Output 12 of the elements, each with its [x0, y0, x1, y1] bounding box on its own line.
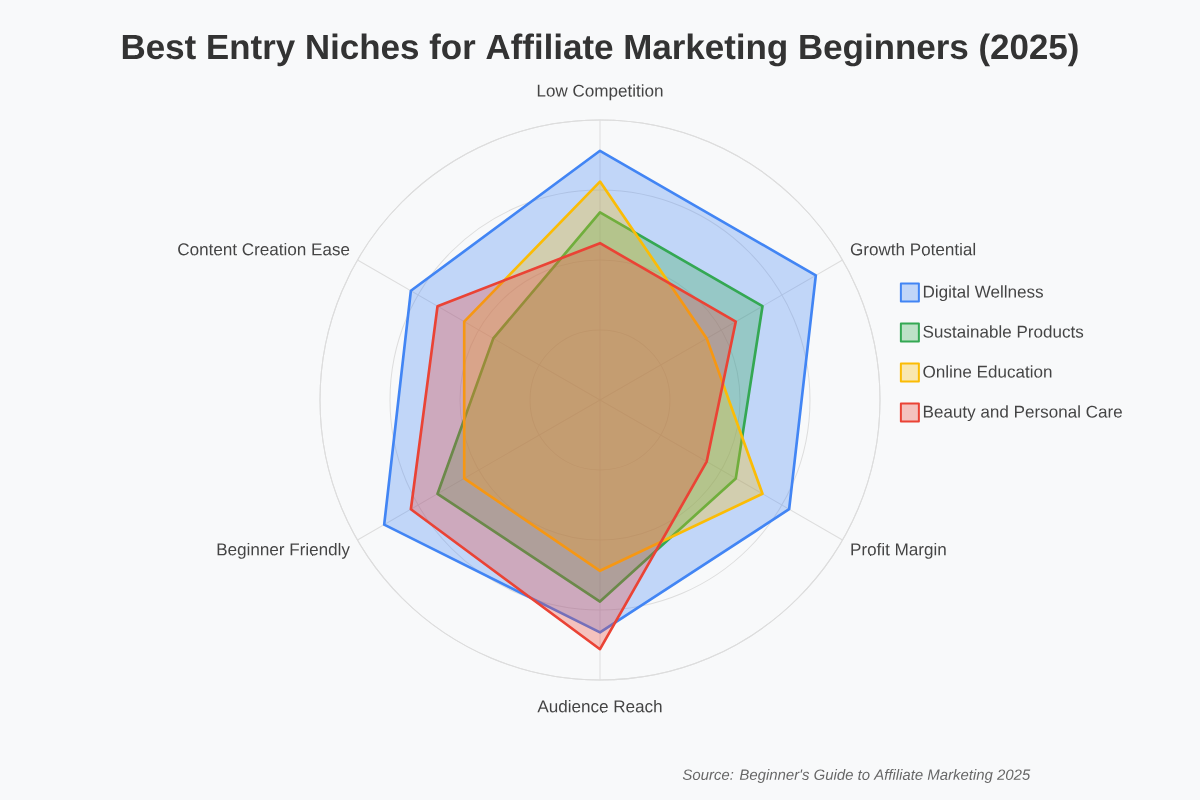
source-note: Source: Beginner's Guide to Affiliate Marketing 2025 — [682, 769, 1031, 783]
legend-label: Beauty and Personal Care — [923, 405, 1122, 422]
chart-title: Best Entry Niches for Affiliate Marketing Beginners (2025) — [122, 33, 1078, 67]
legend-label: Digital Wellness — [923, 285, 1043, 302]
legend-label: Online Education — [923, 365, 1052, 378]
spoke-label: Low Competition — [537, 84, 663, 101]
spoke-label: Profit Margin — [851, 542, 946, 559]
spoke-label: Audience Reach — [537, 699, 662, 713]
spoke-label: Content Creation Ease — [178, 242, 350, 256]
spoke-label: Growth Potential — [850, 242, 976, 256]
legend-label: Sustainable Products — [923, 325, 1084, 338]
spoke-label: Beginner Friendly — [217, 542, 350, 559]
